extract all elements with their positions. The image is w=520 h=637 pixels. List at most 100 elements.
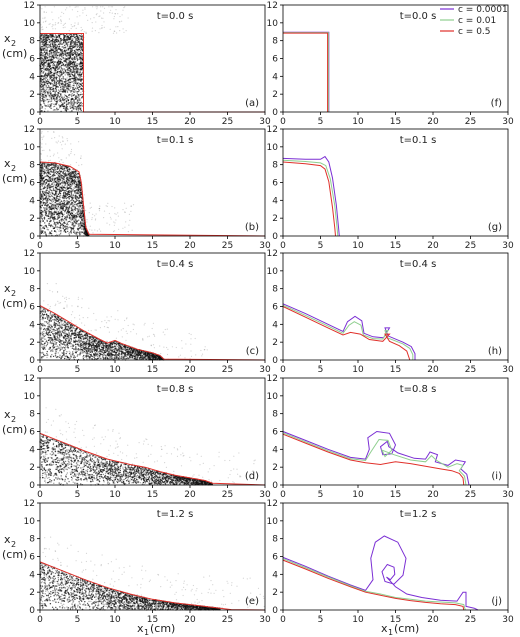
particle bbox=[72, 195, 74, 197]
particle bbox=[63, 226, 66, 228]
particle bbox=[69, 172, 71, 174]
particle bbox=[75, 64, 77, 67]
particle bbox=[70, 184, 73, 186]
particle bbox=[48, 72, 50, 75]
particle bbox=[73, 61, 75, 63]
particle bbox=[66, 73, 69, 76]
spray-particle bbox=[114, 213, 116, 215]
particle bbox=[78, 99, 80, 101]
particle bbox=[51, 208, 53, 210]
particle bbox=[47, 207, 49, 209]
panel-letter: (a) bbox=[245, 98, 259, 109]
particle bbox=[72, 205, 75, 207]
particle bbox=[45, 46, 47, 48]
particle bbox=[41, 172, 43, 174]
particle bbox=[57, 95, 59, 97]
particle bbox=[65, 49, 67, 51]
particle bbox=[61, 56, 63, 58]
particle bbox=[42, 91, 44, 93]
particle bbox=[66, 82, 69, 85]
particle bbox=[53, 206, 55, 209]
particle bbox=[74, 215, 77, 217]
particle bbox=[46, 90, 48, 93]
particle bbox=[58, 230, 60, 232]
particle bbox=[42, 181, 44, 184]
particle bbox=[51, 100, 53, 102]
particle bbox=[74, 187, 76, 189]
particle bbox=[77, 206, 80, 208]
particle bbox=[47, 36, 50, 38]
particle bbox=[40, 229, 43, 232]
particle bbox=[56, 61, 58, 63]
particle bbox=[78, 40, 81, 42]
particle bbox=[74, 102, 76, 104]
particle bbox=[76, 85, 78, 87]
particle bbox=[66, 91, 69, 93]
particle bbox=[41, 75, 43, 77]
particle bbox=[84, 231, 87, 234]
particle bbox=[61, 87, 63, 90]
particle bbox=[77, 214, 79, 216]
particle bbox=[70, 39, 73, 42]
particle bbox=[62, 99, 64, 102]
spray-particle bbox=[91, 217, 93, 219]
particle bbox=[49, 185, 51, 187]
particle bbox=[61, 206, 63, 208]
particle bbox=[71, 107, 74, 109]
spray-particle bbox=[115, 213, 117, 215]
particle bbox=[42, 166, 44, 169]
particle bbox=[73, 100, 75, 102]
particle bbox=[59, 217, 61, 219]
particle bbox=[45, 200, 47, 202]
particle bbox=[76, 188, 78, 191]
particle bbox=[59, 105, 61, 108]
particle bbox=[54, 42, 56, 44]
spray-particle bbox=[84, 8, 86, 10]
particle bbox=[48, 72, 50, 74]
particle bbox=[44, 222, 46, 224]
particle bbox=[79, 94, 82, 96]
particle bbox=[70, 100, 72, 102]
particle bbox=[69, 57, 71, 60]
particle bbox=[58, 66, 61, 68]
particle bbox=[51, 64, 54, 66]
particle bbox=[76, 46, 79, 48]
particle bbox=[55, 172, 58, 175]
particle bbox=[75, 48, 77, 51]
particle bbox=[45, 204, 47, 206]
particle bbox=[47, 74, 49, 77]
particle bbox=[79, 191, 81, 193]
particle bbox=[78, 74, 81, 76]
particle bbox=[68, 195, 70, 197]
particle bbox=[68, 209, 70, 211]
particle bbox=[70, 192, 73, 195]
particle bbox=[79, 184, 82, 186]
particle bbox=[45, 173, 48, 175]
particle bbox=[76, 93, 79, 95]
particle bbox=[54, 35, 57, 37]
particle bbox=[53, 211, 55, 214]
spray-particle bbox=[128, 213, 130, 215]
particle bbox=[55, 97, 57, 100]
spray-particle bbox=[65, 9, 67, 11]
particle bbox=[66, 51, 68, 53]
spray-particle bbox=[83, 194, 85, 196]
particle bbox=[59, 83, 61, 86]
particle bbox=[57, 205, 60, 208]
particle bbox=[75, 91, 77, 93]
particle bbox=[77, 41, 80, 44]
particle bbox=[64, 79, 67, 81]
spray-particle bbox=[64, 26, 66, 28]
particle bbox=[72, 36, 74, 38]
particle bbox=[47, 85, 50, 87]
y-tick-label: 0 bbox=[29, 232, 35, 242]
particle bbox=[54, 98, 56, 100]
particle bbox=[73, 105, 76, 108]
particle bbox=[71, 184, 74, 186]
particle bbox=[61, 168, 63, 170]
spray-particle bbox=[96, 8, 98, 10]
particle bbox=[56, 70, 59, 73]
particle bbox=[40, 196, 43, 198]
particle bbox=[40, 90, 43, 93]
particle bbox=[62, 203, 64, 205]
